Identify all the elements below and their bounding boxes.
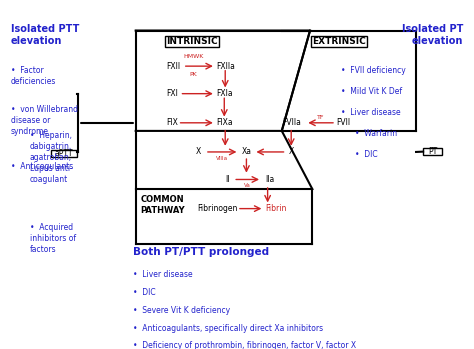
Text: FIXa: FIXa xyxy=(216,118,232,127)
Text: •  von Willebrand
disease or
syndrome: • von Willebrand disease or syndrome xyxy=(11,105,78,136)
Text: •  Heparin,
dabigatrin,
agatroban,
Lupus anti-
coagulant: • Heparin, dabigatrin, agatroban, Lupus … xyxy=(30,131,73,184)
Text: FIX: FIX xyxy=(166,118,178,127)
Text: Both PT/PTT prolonged: Both PT/PTT prolonged xyxy=(133,247,269,258)
Text: aPTT: aPTT xyxy=(55,149,73,158)
Text: X: X xyxy=(196,147,201,156)
Text: Va: Va xyxy=(244,183,251,188)
Text: X: X xyxy=(289,147,294,156)
Text: PK: PK xyxy=(190,72,198,77)
Text: •  Severe Vit K deficiency: • Severe Vit K deficiency xyxy=(133,306,230,315)
Text: •  Anticogulants: • Anticogulants xyxy=(11,162,73,171)
Text: Fibrinogen: Fibrinogen xyxy=(197,204,237,213)
Text: FXIIa: FXIIa xyxy=(216,62,235,70)
Text: FXI: FXI xyxy=(166,89,178,98)
Text: Isolated PT
elevation: Isolated PT elevation xyxy=(402,24,463,46)
Text: •  Warfarin: • Warfarin xyxy=(355,129,397,138)
Text: •  FVII deficiency: • FVII deficiency xyxy=(341,66,405,75)
Text: FVII: FVII xyxy=(336,118,350,127)
Text: •  Anticoagulants, specifically direct Xa inhibitors: • Anticoagulants, specifically direct Xa… xyxy=(133,324,323,333)
Text: VIIIa: VIIIa xyxy=(216,156,228,161)
Text: TF: TF xyxy=(317,115,325,120)
Text: •  DIC: • DIC xyxy=(355,150,377,159)
Text: •  Acquired
inhibitors of
factors: • Acquired inhibitors of factors xyxy=(30,223,76,254)
Text: FVIIa: FVIIa xyxy=(282,118,301,127)
Text: FXII: FXII xyxy=(166,62,181,70)
Text: •  Mild Vit K Def: • Mild Vit K Def xyxy=(341,87,402,96)
Text: EXTRINSIC: EXTRINSIC xyxy=(312,37,366,46)
Text: •  DIC: • DIC xyxy=(133,288,156,297)
Text: •  Liver disease: • Liver disease xyxy=(133,270,193,279)
Text: IIa: IIa xyxy=(265,175,274,184)
Text: HMWK: HMWK xyxy=(183,54,204,59)
Text: •  Deficiency of prothrombin, fibrinogen, factor V, factor X: • Deficiency of prothrombin, fibrinogen,… xyxy=(133,341,356,349)
Text: FXIa: FXIa xyxy=(216,89,232,98)
Text: II: II xyxy=(225,175,230,184)
Text: Fibrin: Fibrin xyxy=(265,204,287,213)
Text: •  Factor
deficiencies: • Factor deficiencies xyxy=(11,66,56,86)
Text: PT: PT xyxy=(428,147,437,156)
Text: Isolated PTT
elevation: Isolated PTT elevation xyxy=(11,24,79,46)
Text: COMMON
PATHWAY: COMMON PATHWAY xyxy=(140,195,185,215)
Text: INTRINSIC: INTRINSIC xyxy=(166,37,218,46)
Text: •  Liver disease: • Liver disease xyxy=(341,108,401,117)
Text: Xa: Xa xyxy=(241,147,251,156)
